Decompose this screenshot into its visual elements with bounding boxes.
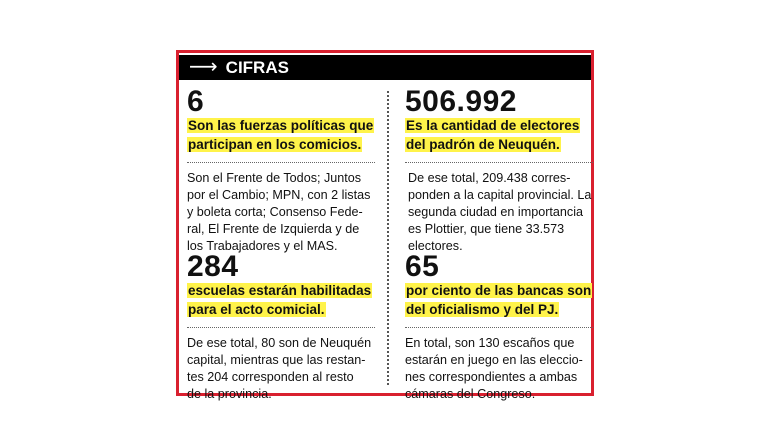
body-line: nes correspondientes a ambas [405, 370, 578, 384]
stat-highlight: por ciento de las bancas son del oficial… [405, 281, 601, 319]
stat-cell: 284 escuelas estarán habilitadas para el… [187, 250, 383, 403]
header-bar: ⟶ CIFRAS [179, 55, 591, 80]
highlight-line: participan en los comicios. [187, 137, 363, 152]
body-line: ral, El Frente de Izquierda y de [187, 222, 360, 236]
body-line: electores. [408, 239, 463, 253]
stat-highlight: Son las fuerzas políticas que participan… [187, 116, 383, 154]
body-line: de la provincia. [187, 387, 272, 401]
body-line: De ese total, 209.438 corres- [408, 171, 571, 185]
highlight-line: Son las fuerzas políticas que [187, 118, 375, 133]
header-title: CIFRAS [225, 58, 289, 77]
stat-highlight: Es la cantidad de electores del padrón d… [405, 116, 601, 154]
stat-highlight: escuelas estarán habilitadas para el act… [187, 281, 383, 319]
highlight-line: para el acto comicial. [187, 302, 326, 317]
body-line: es Plottier, que tiene 33.573 [408, 222, 565, 236]
stat-cell: 506.992 Es la cantidad de electores del … [405, 85, 601, 255]
stat-number: 65 [405, 250, 440, 283]
body-line: los Trabajadores y el MAS. [187, 239, 338, 253]
dotted-separator [187, 327, 375, 328]
stat-number: 284 [187, 250, 239, 283]
body-line: En total, son 130 escaños que [405, 336, 575, 350]
stat-number: 506.992 [405, 85, 517, 118]
body-line: capital, mientras que las restan- [187, 353, 366, 367]
stat-body: En total, son 130 escaños que estarán en… [405, 335, 601, 403]
body-line: segunda ciudad en importancia [408, 205, 584, 219]
highlight-line: escuelas estarán habilitadas [187, 283, 373, 298]
column-divider [387, 91, 389, 385]
highlight-line: del oficialismo y del PJ. [405, 302, 560, 317]
body-line: por el Cambio; MPN, con 2 listas [187, 188, 371, 202]
body-line: cámaras del Congreso. [405, 387, 536, 401]
body-line: Son el Frente de Todos; Juntos [187, 171, 362, 185]
highlight-line: Es la cantidad de electores [405, 118, 581, 133]
highlight-line: por ciento de las bancas son [405, 283, 593, 298]
stat-cell: 6 Son las fuerzas políticas que particip… [187, 85, 383, 255]
body-line: De ese total, 80 son de Neuquén [187, 336, 372, 350]
dotted-separator [405, 327, 593, 328]
stat-body: De ese total, 209.438 corres- ponden a l… [405, 170, 601, 255]
stat-cell: 65 por ciento de las bancas son del ofic… [405, 250, 601, 403]
stat-body: De ese total, 80 son de Neuquén capital,… [187, 335, 383, 403]
dotted-separator [405, 162, 593, 163]
dotted-separator [187, 162, 375, 163]
stat-body: Son el Frente de Todos; Juntos por el Ca… [187, 170, 383, 255]
cifras-infographic: ⟶ CIFRAS 6 Son las fuerzas políticas que … [176, 50, 594, 401]
body-line: tes 204 corresponden al resto [187, 370, 354, 384]
body-line: estarán en juego en las eleccio- [405, 353, 583, 367]
stat-number: 6 [187, 85, 205, 118]
arrow-right-icon: ⟶ [189, 56, 218, 78]
highlight-line: del padrón de Neuquén. [405, 137, 561, 152]
body-line: ponden a la capital provincial. La [408, 188, 592, 202]
body-line: y boleta corta; Consenso Fede- [187, 205, 363, 219]
